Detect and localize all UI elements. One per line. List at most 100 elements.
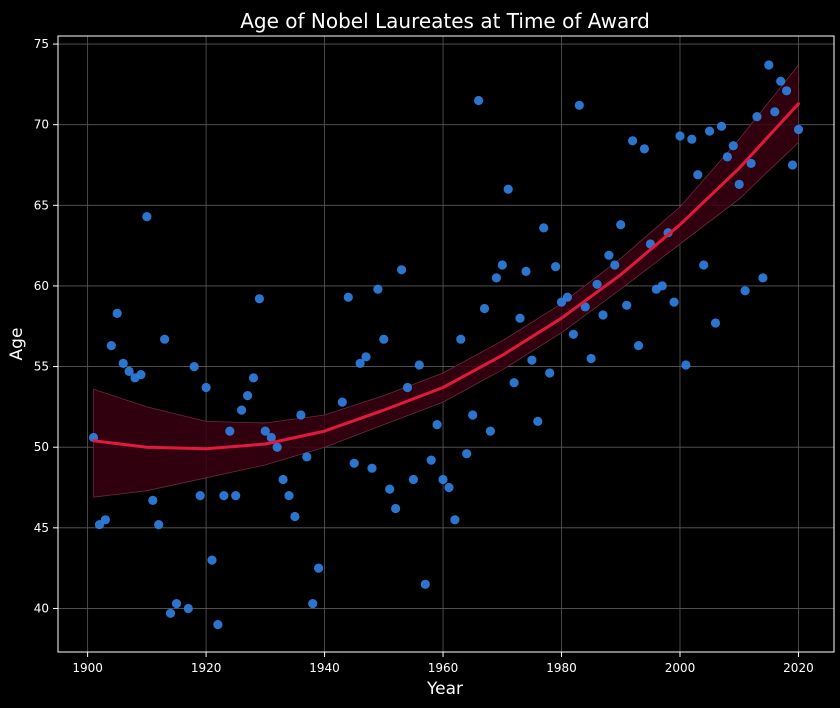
data-point [479, 303, 490, 314]
data-point [699, 260, 709, 270]
points-layer [88, 60, 804, 630]
data-point [444, 482, 454, 493]
data-point [610, 260, 620, 270]
y-axis-label: Age [7, 328, 27, 361]
data-point [290, 511, 300, 522]
data-point [545, 368, 555, 378]
confidence-band [93, 63, 799, 498]
data-point [337, 397, 347, 407]
data-point [355, 358, 365, 368]
data-point [171, 599, 182, 609]
x-tick-label: 1900 [72, 661, 103, 675]
fit-line-layer [92, 102, 800, 451]
data-point [385, 484, 395, 494]
data-point [361, 352, 371, 362]
data-point [734, 179, 744, 189]
data-point [373, 284, 383, 294]
data-point [118, 358, 128, 368]
data-point [278, 474, 288, 485]
data-point [622, 300, 632, 310]
data-point [752, 112, 762, 122]
data-point [533, 416, 543, 426]
y-tick-label: 70 [34, 118, 49, 132]
data-point [308, 599, 318, 609]
data-point [314, 563, 324, 573]
data-point [521, 266, 531, 276]
data-point [248, 373, 259, 383]
data-point [284, 491, 294, 501]
data-point [397, 265, 407, 275]
data-point [722, 152, 733, 162]
data-point [189, 362, 199, 372]
data-point [124, 366, 134, 376]
data-point [551, 262, 561, 272]
data-point [639, 144, 650, 154]
data-point [770, 107, 780, 117]
plot-frame [57, 35, 835, 653]
data-point [474, 95, 484, 106]
data-point [462, 449, 472, 459]
data-point [562, 292, 573, 302]
data-point [160, 334, 170, 344]
data-point [231, 491, 241, 501]
data-point [509, 378, 519, 388]
data-point [402, 382, 413, 393]
data-point [568, 329, 579, 339]
data-point [681, 360, 691, 370]
data-point [165, 608, 176, 618]
y-tick-label: 65 [34, 198, 49, 212]
data-point [491, 273, 501, 283]
data-point [112, 308, 122, 318]
data-point [195, 491, 205, 501]
fit-line [92, 102, 800, 451]
y-tick-label: 75 [34, 37, 49, 51]
x-tick-label: 1980 [546, 661, 577, 675]
data-point [183, 603, 193, 614]
data-point [379, 334, 389, 344]
data-point [776, 76, 786, 86]
data-point [586, 353, 596, 364]
data-point [349, 458, 359, 468]
data-point [219, 491, 229, 501]
data-point [296, 410, 306, 420]
x-axis-label: Year [426, 679, 463, 699]
data-point [106, 341, 116, 351]
data-point [687, 134, 697, 144]
data-point [616, 220, 626, 230]
data-point [468, 410, 478, 420]
data-point [367, 463, 377, 473]
data-point [598, 310, 608, 320]
confidence-band-layer [93, 63, 799, 498]
data-point [142, 212, 152, 222]
data-point [154, 520, 164, 530]
data-point [580, 302, 590, 312]
data-point [225, 426, 235, 436]
data-point [408, 474, 418, 485]
data-point [669, 297, 679, 307]
data-point [266, 432, 276, 443]
data-point [592, 279, 602, 289]
data-point [450, 515, 460, 525]
data-point [515, 313, 525, 323]
data-point [391, 503, 401, 514]
data-point [539, 223, 549, 233]
data-point [728, 141, 738, 151]
data-point [633, 341, 644, 351]
tick-layer: 1900 1920 1940 1960 1980 2000 2020 40 45 50 55 60 65… [34, 37, 814, 675]
data-point [793, 124, 804, 135]
data-point [574, 100, 584, 110]
y-tick-label: 45 [34, 521, 49, 535]
data-point [716, 121, 727, 131]
x-tick-label: 1960 [428, 661, 459, 675]
data-point [272, 442, 282, 452]
data-point [260, 426, 270, 436]
data-point [438, 474, 448, 485]
data-point [420, 579, 430, 589]
x-tick-label: 2000 [665, 661, 696, 675]
data-point [710, 318, 721, 328]
data-point [782, 86, 792, 96]
data-point [628, 136, 638, 146]
chart-title: Age of Nobel Laureates at Time of Award [240, 9, 650, 33]
